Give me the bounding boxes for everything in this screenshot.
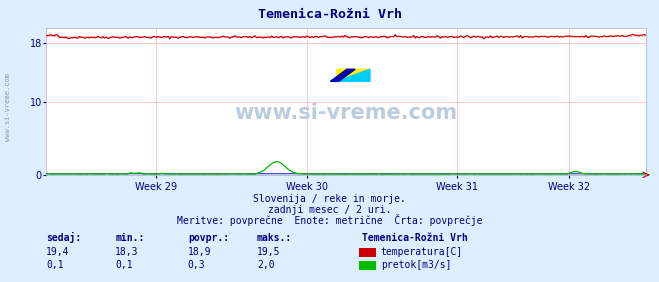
Text: temperatura[C]: temperatura[C] bbox=[381, 247, 463, 257]
Polygon shape bbox=[337, 69, 370, 81]
Text: maks.:: maks.: bbox=[257, 233, 292, 243]
Text: Slovenija / reke in morje.: Slovenija / reke in morje. bbox=[253, 194, 406, 204]
Text: www.si-vreme.com: www.si-vreme.com bbox=[235, 103, 457, 123]
Text: Meritve: povprečne  Enote: metrične  Črta: povprečje: Meritve: povprečne Enote: metrične Črta:… bbox=[177, 214, 482, 226]
Text: 18,9: 18,9 bbox=[188, 247, 212, 257]
Text: sedaj:: sedaj: bbox=[46, 232, 81, 243]
Text: 18,3: 18,3 bbox=[115, 247, 139, 257]
Polygon shape bbox=[337, 69, 370, 81]
Text: povpr.:: povpr.: bbox=[188, 233, 229, 243]
Text: 0,3: 0,3 bbox=[188, 261, 206, 270]
Text: www.si-vreme.com: www.si-vreme.com bbox=[5, 73, 11, 141]
Text: 19,5: 19,5 bbox=[257, 247, 281, 257]
Polygon shape bbox=[330, 69, 355, 81]
Text: Temenica-Rožni Vrh: Temenica-Rožni Vrh bbox=[258, 8, 401, 21]
Text: 0,1: 0,1 bbox=[46, 261, 64, 270]
Text: zadnji mesec / 2 uri.: zadnji mesec / 2 uri. bbox=[268, 205, 391, 215]
Text: 19,4: 19,4 bbox=[46, 247, 70, 257]
Text: Temenica-Rožni Vrh: Temenica-Rožni Vrh bbox=[362, 233, 468, 243]
Text: 2,0: 2,0 bbox=[257, 261, 275, 270]
Text: pretok[m3/s]: pretok[m3/s] bbox=[381, 261, 451, 270]
Text: min.:: min.: bbox=[115, 233, 145, 243]
Text: 0,1: 0,1 bbox=[115, 261, 133, 270]
